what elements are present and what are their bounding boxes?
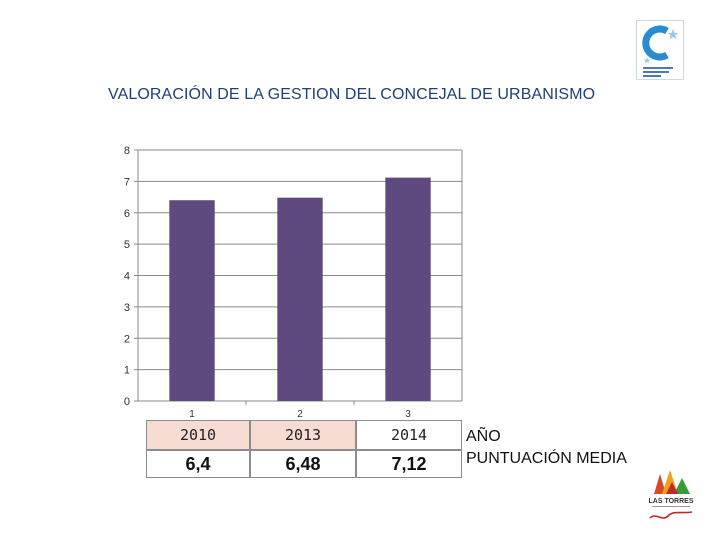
y-tick-label-7: 7 <box>124 176 130 188</box>
y-tick-label-2: 2 <box>124 333 130 345</box>
score-row-label: PUNTUACIÓN MEDIA <box>466 450 627 467</box>
y-tick-label-1: 1 <box>124 365 130 377</box>
bar-1 <box>169 200 215 401</box>
year-row: 2010 2013 2014 <box>146 420 462 450</box>
table-row-labels: AÑO PUNTUACIÓN MEDIA <box>466 426 627 470</box>
y-tick-label-4: 4 <box>124 271 130 283</box>
y-tick-label-5: 5 <box>124 239 130 251</box>
y-tick-label-0: 0 <box>124 396 130 408</box>
year-cell-2013: 2013 <box>250 420 356 450</box>
data-table: 2010 2013 2014 6,4 6,48 7,12 <box>146 420 462 478</box>
bar-3 <box>385 177 431 401</box>
y-tick-label-8: 8 <box>124 145 130 157</box>
year-row-label: AÑO <box>466 428 501 445</box>
chart-title: VALORACIÓN DE LA GESTION DEL CONCEJAL DE… <box>108 86 596 103</box>
bar-2 <box>277 197 323 401</box>
score-cell-2013: 6,48 <box>250 450 356 478</box>
y-tick-label-6: 6 <box>124 208 130 220</box>
x-tick-label-2: 2 <box>297 409 303 420</box>
score-cell-2010: 6,4 <box>146 450 250 478</box>
x-tick-label-1: 1 <box>189 409 195 420</box>
logo-text: LAS TORRES <box>649 498 694 505</box>
coalition-logo <box>636 20 684 80</box>
year-cell-2010: 2010 <box>146 420 250 450</box>
x-tick-label-3: 3 <box>405 409 411 420</box>
las-torres-logo: LAS TORRES <box>642 468 700 526</box>
score-row: 6,4 6,48 7,12 <box>146 450 462 478</box>
y-tick-label-3: 3 <box>124 302 130 314</box>
score-cell-2014: 7,12 <box>356 450 462 478</box>
year-cell-2014: 2014 <box>356 420 462 450</box>
